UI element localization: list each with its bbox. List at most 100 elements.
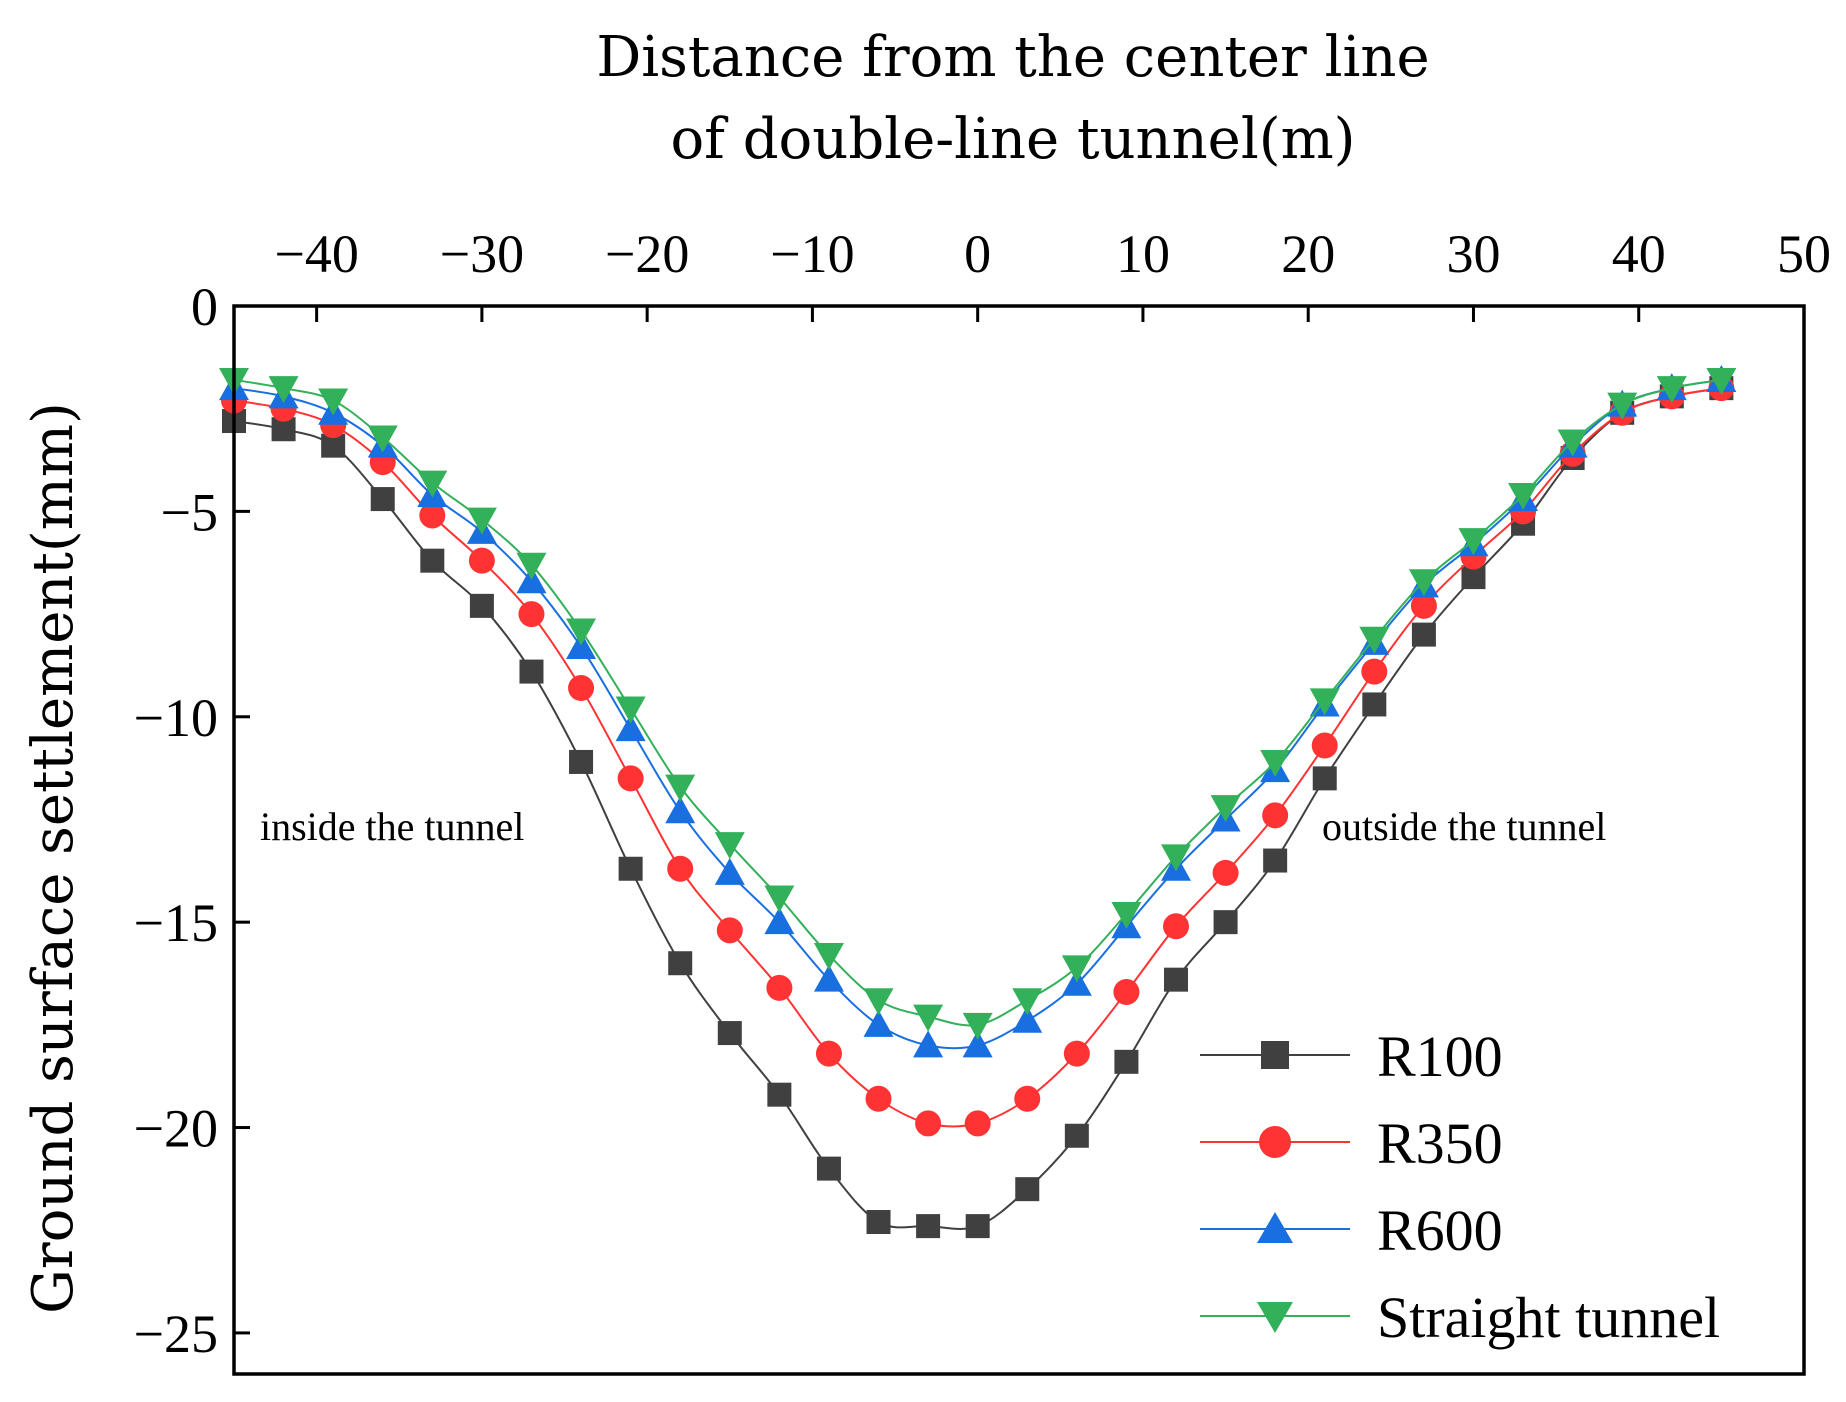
data-point-r100 (866, 1210, 891, 1235)
data-point-straight-tunnel (1061, 955, 1092, 983)
data-point-r350 (865, 1085, 892, 1112)
data-point-r350 (1361, 658, 1388, 685)
y-tick-label: −25 (134, 1304, 218, 1364)
data-point-straight-tunnel (1408, 569, 1439, 597)
data-point-straight-tunnel (566, 618, 597, 646)
data-point-r350 (1212, 859, 1239, 886)
data-point-r100 (1064, 1123, 1089, 1148)
data-point-straight-tunnel (1161, 844, 1191, 872)
legend-marker-straight-tunnel (1257, 1302, 1293, 1333)
axis-ticks: −40 −30 −20 −10 0 10 20 30 40 50 0 −5 −10 −15 −20 −25 (134, 224, 1831, 1364)
data-point-r350 (1311, 732, 1338, 759)
data-point-r600 (863, 1009, 894, 1037)
x-tick-label: −30 (440, 224, 524, 284)
data-point-straight-tunnel (1557, 429, 1588, 457)
data-point-straight-tunnel (714, 832, 745, 860)
legend-label-r350: R350 (1377, 1111, 1503, 1176)
data-point-straight-tunnel (1260, 749, 1291, 777)
data-point-r600 (615, 714, 646, 742)
y-tick-label: −5 (161, 482, 218, 542)
data-point-straight-tunnel (1607, 392, 1638, 420)
data-point-r100 (1213, 910, 1238, 935)
legend-marker-r600 (1257, 1212, 1293, 1243)
data-point-r350 (964, 1110, 991, 1137)
data-point-straight-tunnel (1111, 901, 1142, 929)
data-point-r350 (568, 675, 595, 702)
data-point-r100 (569, 749, 594, 774)
legend-item-r600: R600 (1200, 1198, 1503, 1263)
legend-marker-r350 (1259, 1126, 1291, 1158)
data-point-r100 (469, 593, 494, 618)
annotation-inside-tunnel: inside the tunnel (260, 804, 524, 849)
data-point-r350 (1163, 913, 1189, 940)
plot-series (219, 364, 1737, 1239)
data-point-straight-tunnel (962, 1012, 993, 1040)
data-point-r100 (370, 487, 395, 512)
x-tick-label: 20 (1281, 224, 1335, 284)
x-axis-title-line-2: of double-line tunnel(m) (670, 107, 1355, 172)
data-point-r350 (716, 917, 743, 944)
data-point-straight-tunnel (1359, 626, 1390, 654)
y-tick-label: 0 (191, 277, 218, 337)
plot-frame (232, 304, 1806, 1376)
data-point-straight-tunnel (367, 425, 398, 453)
data-point-r100 (1015, 1177, 1040, 1202)
data-point-r350 (1014, 1085, 1041, 1112)
y-tick-label: −20 (134, 1099, 218, 1159)
data-point-r100 (1411, 622, 1436, 647)
data-point-r350 (1410, 592, 1437, 619)
x-tick-label: −40 (274, 224, 358, 284)
data-point-r100 (717, 1021, 742, 1046)
legend-label-r600: R600 (1377, 1198, 1503, 1263)
data-point-r350 (1262, 802, 1289, 829)
data-point-r350 (766, 974, 793, 1001)
data-point-straight-tunnel (913, 1004, 944, 1032)
data-point-straight-tunnel (318, 388, 349, 416)
data-point-straight-tunnel (1706, 367, 1737, 395)
data-point-r100 (668, 951, 693, 976)
data-point-r600 (962, 1030, 993, 1058)
x-tick-label: −10 (770, 224, 854, 284)
x-tick-label: 40 (1612, 224, 1666, 284)
legend-label-r100: R100 (1377, 1024, 1503, 1089)
data-point-straight-tunnel (1458, 528, 1489, 556)
data-point-r100 (1263, 848, 1288, 873)
data-point-straight-tunnel (1656, 376, 1687, 404)
legend-item-r350: R350 (1200, 1111, 1503, 1176)
x-axis-title-line-1: Distance from the center line (596, 25, 1429, 90)
data-point-straight-tunnel (1508, 482, 1539, 510)
legend-label-straight-tunnel: Straight tunnel (1377, 1285, 1720, 1350)
data-point-r100 (420, 548, 445, 573)
data-point-r350 (419, 502, 446, 529)
legend-item-r100: R100 (1200, 1024, 1503, 1089)
annotation-outside-tunnel: outside the tunnel (1322, 804, 1606, 849)
data-point-r100 (767, 1082, 792, 1107)
data-point-straight-tunnel (417, 470, 448, 498)
legend-item-straight-tunnel: Straight tunnel (1200, 1285, 1720, 1350)
data-point-r350 (1063, 1040, 1090, 1067)
data-point-r600 (913, 1030, 944, 1058)
y-axis-title: Ground surface settlement(mm) (21, 402, 86, 1314)
series-r350 (221, 375, 1735, 1137)
data-point-straight-tunnel (1012, 988, 1043, 1016)
series-line-r600 (233, 378, 1722, 1050)
data-point-r100 (1164, 967, 1188, 992)
data-point-r350 (617, 765, 644, 792)
x-tick-label: −20 (605, 224, 689, 284)
data-point-straight-tunnel (466, 507, 497, 535)
data-point-r350 (667, 855, 694, 882)
legend-marker-r100 (1261, 1041, 1289, 1069)
data-point-straight-tunnel (516, 552, 547, 580)
data-point-r100 (1114, 1049, 1139, 1074)
data-point-r350 (1113, 978, 1140, 1005)
data-point-straight-tunnel (1210, 795, 1241, 823)
x-tick-label: 10 (1116, 224, 1170, 284)
data-point-r600 (764, 907, 795, 935)
data-point-r100 (965, 1214, 990, 1239)
x-tick-label: 30 (1446, 224, 1500, 284)
data-point-r600 (813, 964, 844, 992)
data-point-straight-tunnel (813, 943, 844, 971)
data-point-r350 (468, 547, 495, 574)
x-tick-label: 50 (1777, 224, 1831, 284)
